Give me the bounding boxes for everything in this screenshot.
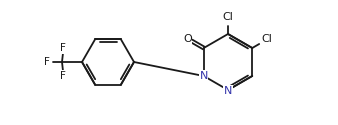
Text: Cl: Cl xyxy=(262,34,272,44)
Text: Cl: Cl xyxy=(222,12,234,22)
Text: N: N xyxy=(199,71,208,81)
Text: N: N xyxy=(224,86,232,96)
Text: F: F xyxy=(60,71,66,81)
Text: F: F xyxy=(44,57,50,67)
Text: F: F xyxy=(60,43,66,53)
Text: O: O xyxy=(183,34,192,43)
